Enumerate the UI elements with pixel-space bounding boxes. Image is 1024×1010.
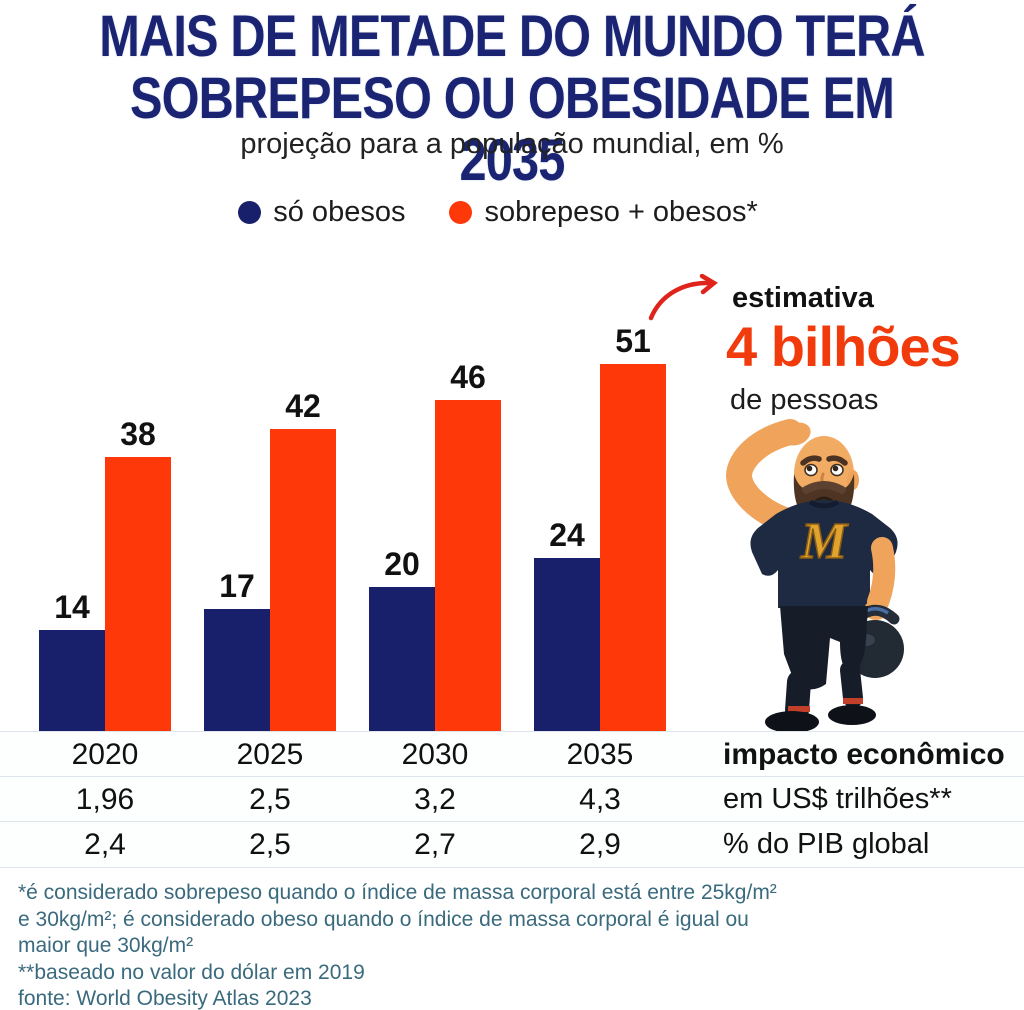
- estimate-value: 4 bilhões: [726, 315, 961, 378]
- gdp-cell: 2,7: [414, 828, 456, 861]
- bar-value-label: 24: [549, 517, 585, 554]
- bar-value-label: 42: [285, 387, 321, 424]
- year-cell: 2035: [566, 738, 634, 771]
- confused-bodybuilder-kettlebell-illustration: M: [725, 419, 904, 733]
- mascot-frown: [814, 496, 834, 503]
- bar-obese-2035: [534, 558, 600, 731]
- bar-overweight-obese-2030: [435, 399, 501, 731]
- footnote-line: e 30kg/m²; é considerado obeso quando o …: [18, 907, 749, 931]
- bar-overweight-obese-2035: [600, 363, 666, 731]
- estimate-sub-label: de pessoas: [730, 384, 879, 416]
- gdp-row-label: % do PIB global: [723, 828, 930, 860]
- year-cell: 2020: [71, 738, 139, 771]
- legend-label-overweight: sobrepeso + obesos*: [484, 196, 758, 228]
- gdp-cell: 2,9: [579, 828, 621, 861]
- legend-item-obese: só obesos: [238, 196, 405, 229]
- bar-value-label: 51: [615, 322, 651, 359]
- economic-impact-title: impacto econômico: [723, 738, 1005, 771]
- footnote-line: *é considerado sobrepeso quando o índice…: [18, 881, 777, 904]
- bar-obese-2025: [204, 608, 270, 731]
- mascot-brow-right: [826, 455, 848, 466]
- mascot-shoe-right: [828, 705, 876, 725]
- bar-value-label: 46: [450, 358, 486, 395]
- usd-row-label: em US$ trilhões**: [723, 783, 952, 815]
- chart-subtitle: projeção para a população mundial, em %: [240, 128, 784, 160]
- mascot-forearm: [867, 537, 896, 613]
- mascot-shirt-letter: M: [800, 513, 849, 570]
- gdp-cell: 2,5: [249, 828, 291, 861]
- usd-cell: 4,3: [579, 783, 621, 816]
- chart-legend: só obesos sobrepeso + obesos*: [0, 196, 1010, 229]
- bar-overweight-obese-2020: [105, 457, 171, 731]
- table-row-gdp-percent: 2,4 2,5 2,7 2,9 % do PIB global: [0, 821, 1024, 868]
- legend-item-overweight: sobrepeso + obesos*: [449, 196, 758, 229]
- bar-value-label: 38: [120, 416, 156, 453]
- usd-cell: 3,2: [414, 783, 456, 816]
- bar-value-label: 20: [384, 546, 420, 582]
- overweight-series-dot-icon: [449, 201, 473, 224]
- footnote-source: fonte: World Obesity Atlas 2023: [18, 987, 312, 1010]
- gdp-cell: 2,4: [84, 828, 126, 861]
- footnote-line: maior que 30kg/m²: [18, 934, 194, 957]
- obese-series-dot-icon: [238, 201, 262, 224]
- footnotes: *é considerado sobrepeso quando o índice…: [18, 880, 777, 1010]
- table-row-usd-trillions: 1,96 2,5 3,2 4,3 em US$ trilhões**: [0, 776, 1024, 822]
- bar-obese-2030: [369, 587, 435, 731]
- mascot-brow-left: [800, 455, 822, 466]
- usd-cell: 1,96: [75, 783, 135, 816]
- mascot-hand: [781, 422, 811, 446]
- bar-obese-2020: [39, 630, 105, 731]
- mascot-shoe-left: [765, 711, 819, 733]
- bar-value-label: 14: [54, 589, 90, 626]
- estimate-label: estimativa: [732, 282, 874, 314]
- year-cell: 2025: [236, 738, 304, 771]
- title-line-2: SOBREPESO OU OBESIDADE EM 2035: [129, 66, 895, 193]
- bar-overweight-obese-2025: [270, 428, 336, 731]
- usd-cell: 2,5: [249, 783, 291, 816]
- year-cell: 2030: [401, 738, 469, 771]
- title-line-1: MAIS DE METADE DO MUNDO TERÁ: [99, 4, 925, 69]
- legend-label-obese: só obesos: [273, 196, 406, 228]
- page-title: MAIS DE METADE DO MUNDO TERÁ SOBREPESO O…: [82, 6, 942, 192]
- footnote-line: **baseado no valor do dólar em 2019: [18, 960, 365, 984]
- table-row-years: 2020 2025 2030 2035 impacto econômico: [0, 731, 1024, 777]
- bar-value-label: 17: [219, 567, 255, 604]
- curved-arrow-icon: [648, 274, 718, 321]
- mascot-tshirt: [750, 500, 898, 608]
- mascot-raised-arm: [725, 419, 803, 533]
